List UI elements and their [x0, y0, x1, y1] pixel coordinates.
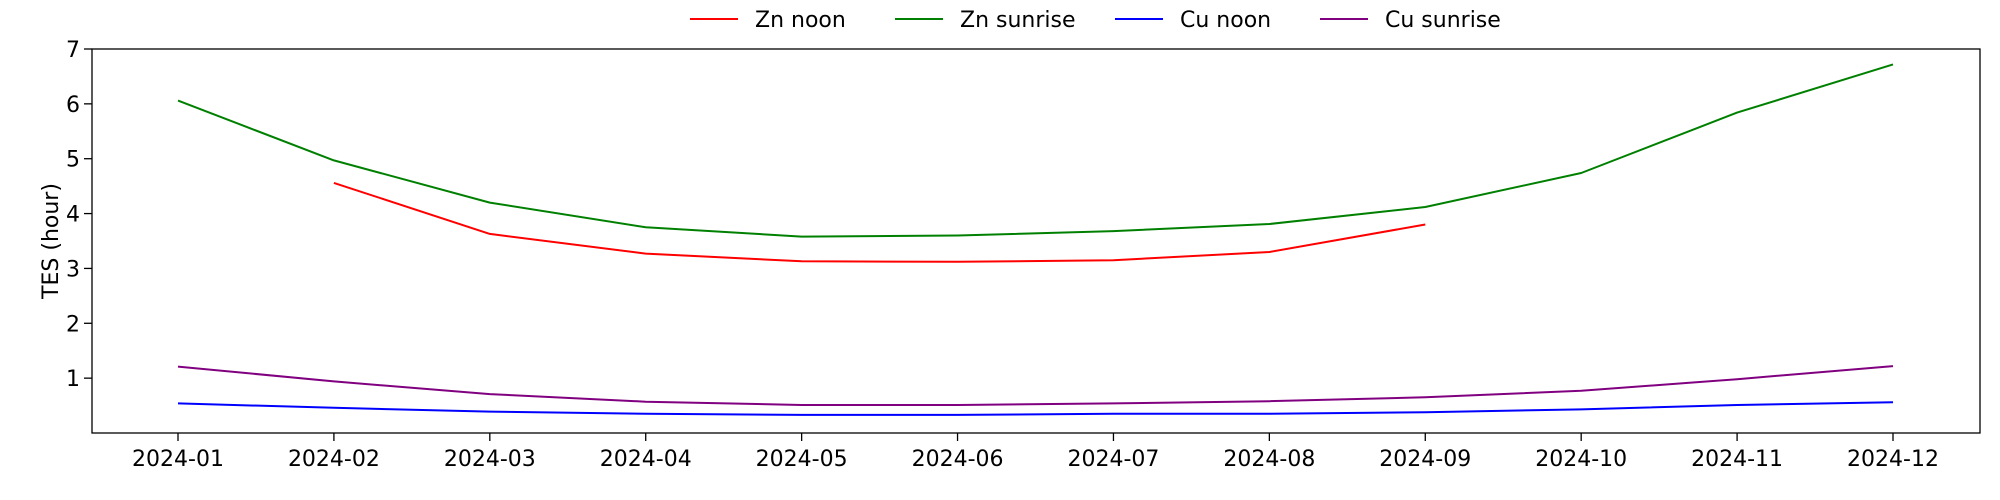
x-tick-label: 2024-07	[1067, 447, 1159, 472]
plot-area-frame	[91, 48, 1981, 434]
series-line-cu-noon	[177, 401, 1894, 416]
legend-label-zn-sunrise: Zn sunrise	[960, 8, 1076, 33]
x-tick-label: 2024-06	[912, 447, 1004, 472]
y-axis: 1 2 3 4 5 6 7	[66, 38, 92, 392]
x-tick-label: 2024-12	[1847, 447, 1939, 472]
x-tick-label: 2024-11	[1691, 447, 1783, 472]
x-tick-label: 2024-04	[600, 447, 692, 472]
series-line-cu-sunrise	[177, 365, 1894, 406]
x-tick-label: 2024-09	[1379, 447, 1471, 472]
series-lines	[177, 63, 1894, 416]
y-tick-label: 4	[66, 203, 80, 228]
x-tick-label: 2024-01	[132, 447, 224, 472]
legend-label-zn-noon: Zn noon	[755, 8, 846, 33]
chart-legend: Zn noon Zn sunrise Cu noon Cu sunrise	[690, 8, 1501, 33]
x-tick-label: 2024-10	[1535, 447, 1627, 472]
x-tick-label: 2024-05	[756, 447, 848, 472]
y-axis-label: TES (hour)	[39, 183, 64, 300]
legend-label-cu-sunrise: Cu sunrise	[1385, 8, 1501, 33]
series-line-zn-noon	[333, 181, 1426, 263]
series-line-zn-sunrise	[177, 63, 1894, 238]
y-tick-label: 6	[66, 93, 80, 118]
legend-label-cu-noon: Cu noon	[1180, 8, 1271, 33]
x-tick-label: 2024-02	[288, 447, 380, 472]
x-axis: 2024-01 2024-02 2024-03 2024-04 2024-05 2024-…	[132, 433, 1939, 472]
y-tick-label: 5	[66, 148, 80, 173]
y-tick-label: 1	[66, 367, 80, 392]
x-tick-label: 2024-08	[1223, 447, 1315, 472]
y-tick-label: 3	[66, 257, 80, 282]
y-tick-label: 2	[66, 312, 80, 337]
x-tick-label: 2024-03	[444, 447, 536, 472]
y-tick-label: 7	[66, 38, 80, 63]
